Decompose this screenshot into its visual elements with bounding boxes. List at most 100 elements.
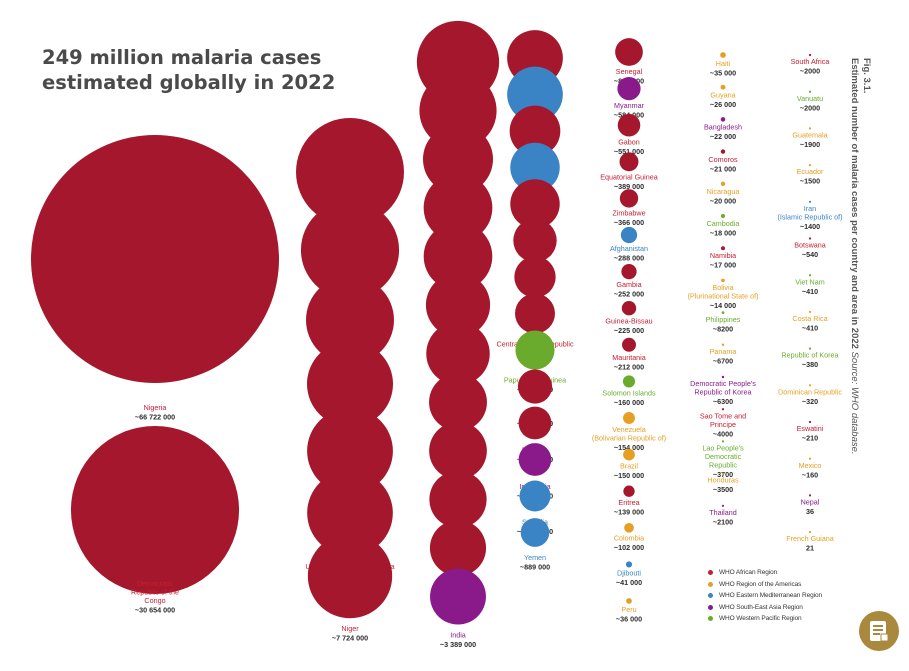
value-label: ~139 000 (614, 507, 644, 516)
bubble (721, 440, 725, 443)
report-icon[interactable] (859, 611, 899, 651)
bubble-group: Comoros~21 000 (708, 149, 738, 173)
bubble (808, 90, 812, 93)
country-label: Yemen (524, 553, 546, 562)
value-label: ~14 000 (710, 301, 736, 310)
value-label: ~17 000 (710, 261, 736, 270)
country-label: Guinea-Bissau (605, 316, 652, 325)
bubble (510, 179, 560, 229)
country-label: Panama (710, 347, 737, 356)
bubble (510, 142, 560, 193)
figure-caption-text: Estimated number of malaria cases per co… (849, 58, 860, 349)
bubble (808, 127, 812, 130)
bubble (720, 181, 726, 186)
country-label: South Africa (791, 57, 830, 66)
country-label: Dominican Republic (778, 387, 842, 396)
value-label: ~18 000 (710, 229, 736, 238)
bubble-group: Thailand~2100 (709, 504, 737, 526)
bubble (721, 343, 725, 347)
country-label: India (450, 631, 466, 640)
legend-label-african: WHO African Region (719, 569, 778, 576)
country-label: Honduras (707, 476, 739, 485)
country-label: Solomon Islands (602, 388, 656, 397)
country-label: Gabon (618, 137, 640, 146)
country-label: Costa Rica (792, 314, 827, 323)
bubble (515, 330, 555, 370)
country-label: Nicaragua (707, 187, 740, 196)
bubble-group: Eritrea~139 000 (614, 485, 644, 516)
bubble (615, 38, 643, 66)
country-label: Haiti (716, 59, 731, 68)
value-label: ~21 000 (710, 164, 736, 173)
bubble-group: Solomon Islands~160 000 (602, 375, 656, 407)
country-label: French Guiana (786, 534, 834, 543)
value-label: ~20 000 (710, 196, 736, 205)
legend: WHO African Region WHO Region of the Ame… (708, 567, 822, 625)
country-label: Viet Nam (795, 277, 824, 286)
bubble-group: Cambodia~18 000 (707, 213, 739, 238)
figure-source: Source: WHO database. (849, 351, 860, 455)
bubble-group: Guatemala~1900 (792, 127, 828, 149)
country-label: Iran (804, 204, 816, 213)
value-label: ~288 000 (614, 254, 644, 263)
country-label: Republic of the (131, 588, 179, 597)
bubble-group: Venezuela(Bolivarian Republic of)~154 00… (592, 412, 666, 452)
legend-dot-emr (708, 593, 713, 598)
bubble (721, 375, 725, 379)
country-label: Sao Tome and (700, 411, 746, 420)
legend-item-sear: WHO South-East Asia Region (708, 602, 822, 613)
bubble (623, 448, 635, 461)
bubble (31, 135, 279, 383)
country-label: Eswatini (797, 424, 824, 433)
value-label: ~389 000 (614, 182, 644, 191)
country-label: Eritrea (618, 498, 639, 507)
value-label: ~154 000 (614, 443, 644, 452)
bubble (623, 485, 635, 497)
bubble (425, 272, 491, 338)
document-icon (870, 621, 889, 642)
value-label: ~2000 (800, 67, 820, 76)
bubble-group: Haiti~35 000 (710, 52, 736, 77)
bubble (509, 105, 561, 157)
bubble-group: Mauritania~212 000 (612, 337, 646, 371)
legend-label-sear: WHO South-East Asia Region (719, 603, 803, 611)
bubble-group: Brazil~150 000 (614, 448, 644, 480)
bubble (423, 222, 493, 291)
bubble-group: Guyana~26 000 (710, 84, 736, 109)
legend-label-emr: WHO Eastern Mediterranean Region (719, 592, 823, 599)
country-label: Ecuador (797, 167, 824, 176)
value-label: ~4000 (713, 429, 733, 438)
value-label: ~66 722 000 (135, 413, 175, 422)
bubble (625, 561, 633, 568)
bubble (429, 519, 487, 577)
legend-item-african: WHO African Region (708, 567, 822, 578)
value-label: 21 (806, 544, 814, 553)
country-label: Botswana (794, 241, 826, 250)
bubble (622, 375, 636, 388)
chart-title-line-1: 249 million malaria cases (42, 46, 322, 69)
country-label: Myanmar (614, 101, 645, 110)
bubble-group: Namibia~17 000 (710, 246, 736, 270)
country-label: Namibia (710, 251, 736, 260)
value-label: 36 (806, 507, 814, 516)
bubble (70, 425, 240, 595)
bubble (808, 237, 812, 240)
bubble-group: India~3 389 000 (430, 568, 486, 649)
bubble-group: Bangladesh~22 000 (704, 117, 742, 141)
value-label: ~150 000 (614, 471, 644, 480)
bubble-group: Philippines~8200 (706, 311, 741, 333)
bubble (623, 412, 635, 424)
bubble (518, 443, 552, 476)
bubble (808, 164, 812, 167)
country-label: Republic of Korea (694, 388, 751, 397)
value-label: ~212 000 (614, 362, 644, 371)
value-label: ~380 (802, 360, 818, 369)
figure-caption: Fig. 3.1. Estimated number of malaria ca… (848, 58, 872, 455)
legend-item-americas: WHO Region of the Americas (708, 579, 822, 590)
bubble (808, 200, 812, 203)
country-label: (Islamic Republic of) (777, 212, 842, 221)
